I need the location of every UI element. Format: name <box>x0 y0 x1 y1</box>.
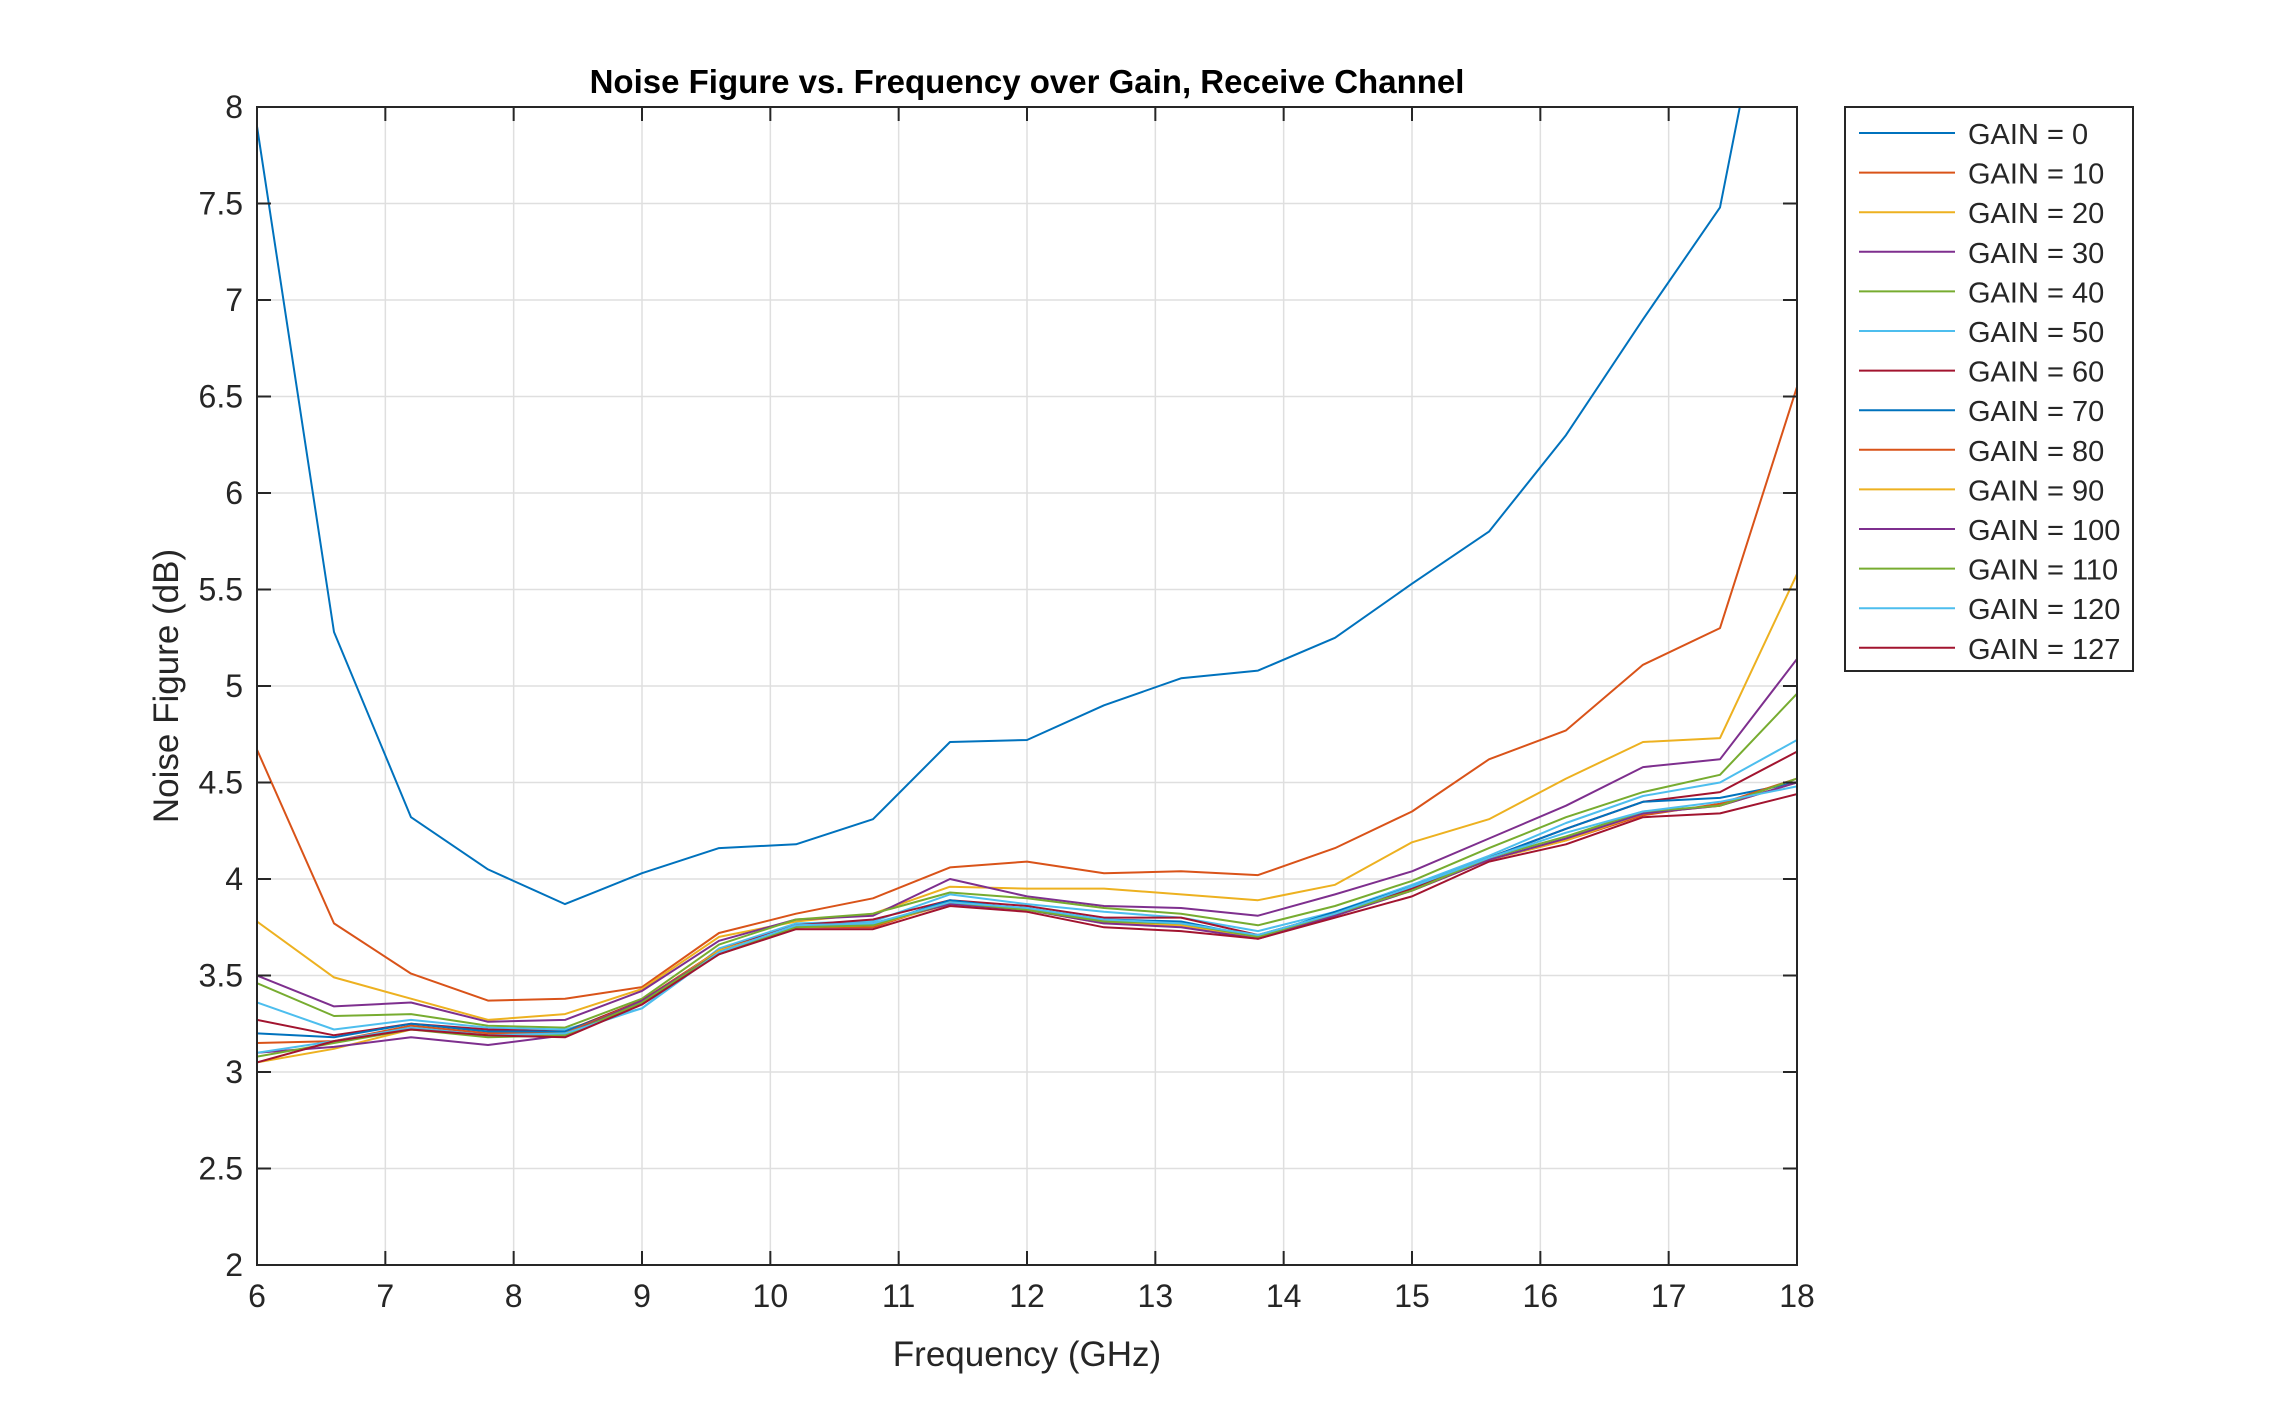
x-tick-label: 9 <box>633 1278 651 1314</box>
legend-label: GAIN = 110 <box>1968 555 2118 587</box>
legend-label: GAIN = 90 <box>1968 475 2104 507</box>
grid <box>256 106 1798 1266</box>
series-line-4 <box>257 658 1797 1023</box>
x-tick-label: 10 <box>753 1278 789 1314</box>
series-line-5 <box>257 693 1797 1029</box>
x-tick-label: 14 <box>1266 1278 1302 1314</box>
legend-label: GAIN = 0 <box>1968 119 2088 151</box>
legend-label: GAIN = 60 <box>1968 357 2104 389</box>
y-axis-label: Noise Figure (dB) <box>147 549 186 823</box>
y-tick-label: 5 <box>225 668 243 704</box>
legend-label: GAIN = 80 <box>1968 436 2104 468</box>
x-tick-label: 13 <box>1138 1278 1174 1314</box>
y-tick-label: 3.5 <box>199 958 243 994</box>
legend-label: GAIN = 40 <box>1968 277 2104 309</box>
legend-box <box>1844 106 2134 672</box>
legend-label: GAIN = 70 <box>1968 396 2104 428</box>
x-tick-label: 6 <box>248 1278 266 1314</box>
x-tick-label: 15 <box>1394 1278 1430 1314</box>
x-tick-label: 11 <box>882 1278 915 1314</box>
y-tick-label: 8 <box>225 89 243 125</box>
y-tick-label: 7.5 <box>199 186 243 222</box>
chart-title: Noise Figure vs. Frequency over Gain, Re… <box>590 63 1465 100</box>
y-tick-label: 7 <box>225 282 243 318</box>
y-tick-label: 4 <box>225 861 243 897</box>
y-tick-label: 6 <box>225 475 243 511</box>
series-line-3 <box>257 573 1797 1021</box>
legend-label: GAIN = 100 <box>1968 515 2120 547</box>
legend-label: GAIN = 30 <box>1968 238 2104 270</box>
y-ticks: 2 2.5 3 3.5 4 4.5 5 5.5 6 6.5 7 7.5 8 <box>199 89 1797 1283</box>
x-tick-label: 18 <box>1779 1278 1815 1314</box>
x-tick-label: 7 <box>376 1278 394 1314</box>
y-tick-label: 4.5 <box>199 765 243 801</box>
legend-label: GAIN = 127 <box>1968 634 2120 666</box>
series-line-6 <box>257 739 1797 1031</box>
series-line-2 <box>257 386 1797 1002</box>
legend-label: GAIN = 50 <box>1968 317 2104 349</box>
y-tick-label: 6.5 <box>199 379 243 415</box>
x-axis-label: Frequency (GHz) <box>893 1335 1161 1374</box>
y-tick-label: 5.5 <box>199 572 243 608</box>
x-ticks: 6 7 8 9 10 11 12 13 14 15 16 17 18 <box>248 107 1815 1314</box>
series-layer <box>257 107 1797 1064</box>
x-tick-label: 17 <box>1651 1278 1687 1314</box>
legend-label: GAIN = 10 <box>1968 159 2104 191</box>
y-tick-label: 3 <box>225 1054 243 1090</box>
series-line-13 <box>257 785 1797 1054</box>
legend: GAIN = 0 GAIN = 10 GAIN = 20 GAIN = 30 GAIN … <box>1844 106 2134 672</box>
x-tick-label: 16 <box>1523 1278 1559 1314</box>
series-line-1 <box>257 107 1741 906</box>
x-tick-label: 8 <box>505 1278 523 1314</box>
y-tick-label: 2 <box>225 1247 243 1283</box>
legend-label: GAIN = 20 <box>1968 198 2104 230</box>
legend-label: GAIN = 120 <box>1968 594 2120 626</box>
y-tick-label: 2.5 <box>199 1151 243 1187</box>
x-tick-label: 12 <box>1009 1278 1045 1314</box>
series-line-14 <box>257 793 1797 1064</box>
